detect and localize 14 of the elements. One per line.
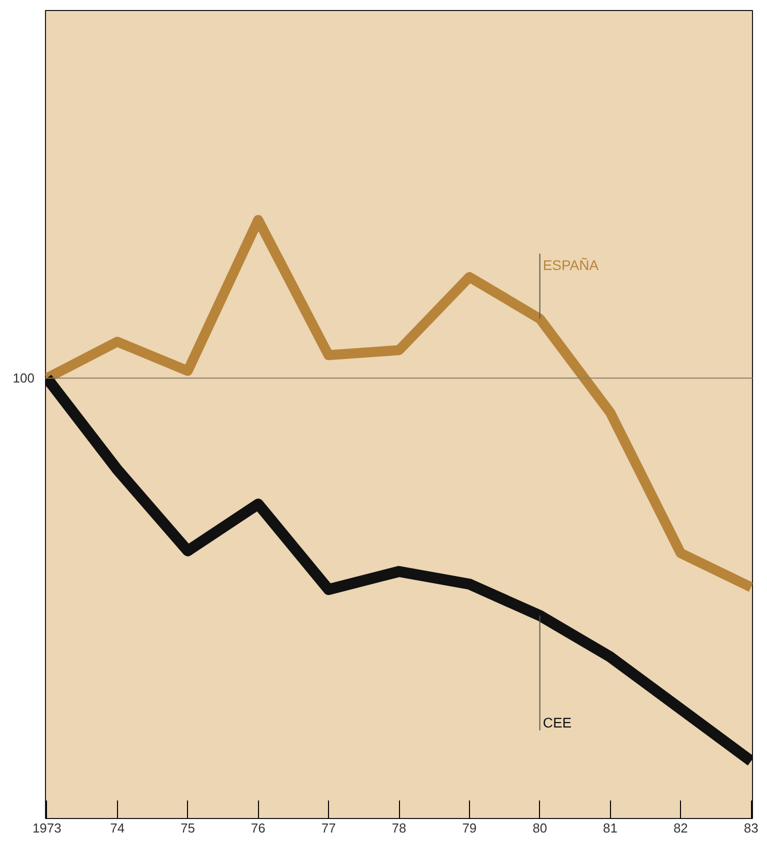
x-tick-label: 74 — [110, 820, 125, 836]
text: ESPAÑA — [542, 256, 600, 273]
x-tick-label: 82 — [673, 820, 688, 836]
x-tick-label: 80 — [532, 820, 548, 836]
x-tick-label: 78 — [392, 820, 406, 836]
x-tick-label: 81 — [603, 820, 618, 836]
x-tick-label: 1973 — [32, 820, 62, 836]
x-tick-label: 83 — [744, 820, 758, 836]
x-tick-label: 77 — [321, 820, 336, 836]
text: CEE — [542, 714, 572, 730]
x-tick-label: 76 — [250, 820, 266, 836]
annotation: 100 — [12, 370, 35, 386]
x-tick-label: 75 — [180, 820, 195, 836]
x-tick-label: 79 — [462, 820, 477, 836]
